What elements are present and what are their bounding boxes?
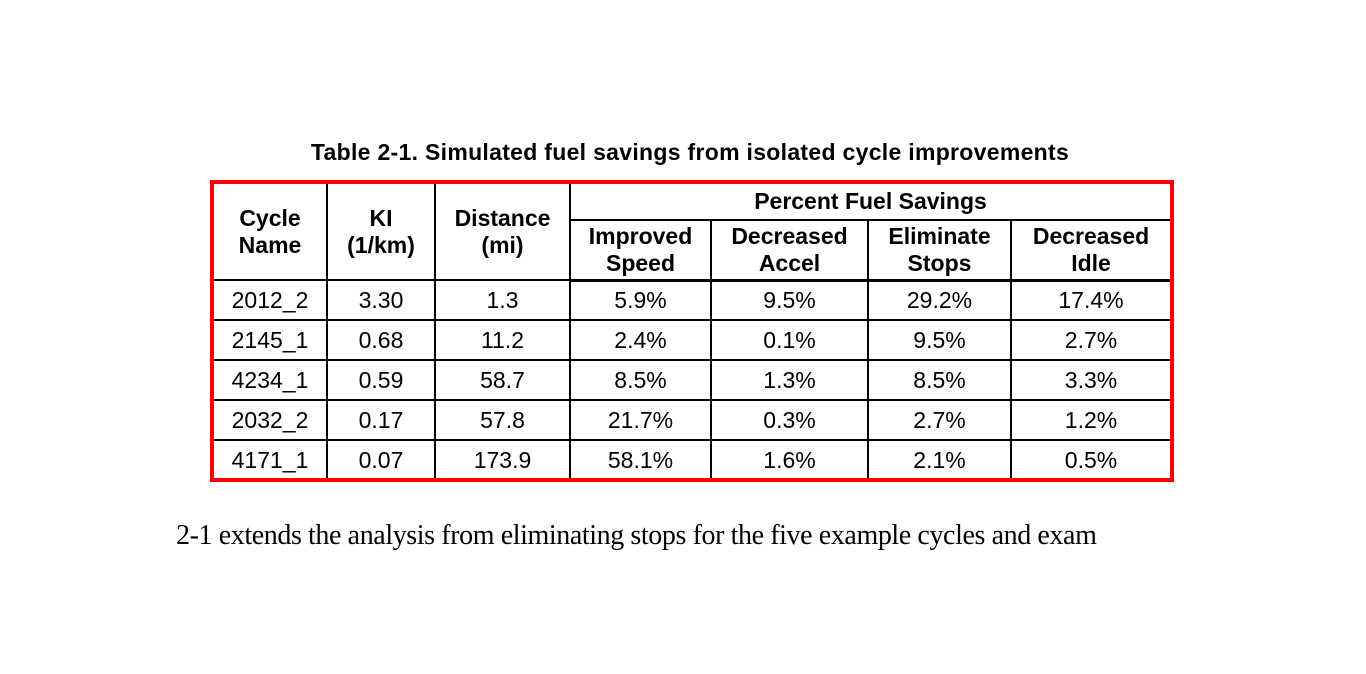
column-header-cycle-name: Cycle Name <box>211 181 328 281</box>
cell-ki: 0.07 <box>326 439 436 481</box>
cell-eliminate-stops: 9.5% <box>867 319 1012 361</box>
cell-distance: 58.7 <box>434 359 571 401</box>
column-header-improved-speed: Improved Speed <box>569 219 712 282</box>
table-row: 2145_1 0.68 11.2 2.4% 0.1% 9.5% 2.7% <box>211 319 1174 361</box>
cell-eliminate-stops: 2.1% <box>867 439 1012 481</box>
column-header-decreased-idle: Decreased Idle <box>1009 219 1174 282</box>
cell-cycle-name: 4171_1 <box>211 439 328 481</box>
column-header-ki: KI (1/km) <box>326 181 436 281</box>
cell-ki: 3.30 <box>326 279 436 321</box>
column-header-distance: Distance (mi) <box>434 181 571 281</box>
cell-improved-speed: 5.9% <box>569 279 712 321</box>
cell-ki: 0.59 <box>326 359 436 401</box>
cell-ki: 0.68 <box>326 319 436 361</box>
table-row: 2032_2 0.17 57.8 21.7% 0.3% 2.7% 1.2% <box>211 399 1174 441</box>
cell-decreased-idle: 1.2% <box>1009 399 1174 441</box>
cell-eliminate-stops: 29.2% <box>867 279 1012 321</box>
table-caption-title: Table 2-1. Simulated fuel savings from i… <box>310 139 1070 165</box>
cell-ki: 0.17 <box>326 399 436 441</box>
body-paragraph-line: 2-1 extends the analysis from eliminatin… <box>176 520 1097 551</box>
cell-cycle-name: 2032_2 <box>211 399 328 441</box>
cell-decreased-accel: 1.3% <box>710 359 869 401</box>
cell-distance: 1.3 <box>434 279 571 321</box>
column-header-eliminate-stops: Eliminate Stops <box>867 219 1012 282</box>
cell-decreased-accel: 0.3% <box>710 399 869 441</box>
cell-decreased-idle: 0.5% <box>1009 439 1174 481</box>
table-row: 4234_1 0.59 58.7 8.5% 1.3% 8.5% 3.3% <box>211 359 1174 401</box>
cell-distance: 57.8 <box>434 399 571 441</box>
cell-cycle-name: 2145_1 <box>211 319 328 361</box>
cell-improved-speed: 2.4% <box>569 319 712 361</box>
cell-decreased-accel: 0.1% <box>710 319 869 361</box>
fuel-savings-table: Cycle Name KI (1/km) Distance (mi) Perce… <box>210 180 1175 482</box>
cell-improved-speed: 8.5% <box>569 359 712 401</box>
cell-decreased-accel: 9.5% <box>710 279 869 321</box>
cell-improved-speed: 21.7% <box>569 399 712 441</box>
cell-decreased-accel: 1.6% <box>710 439 869 481</box>
group-header-percent-fuel-savings: Percent Fuel Savings <box>568 181 1174 221</box>
cell-cycle-name: 4234_1 <box>211 359 328 401</box>
cell-decreased-idle: 2.7% <box>1009 319 1174 361</box>
cell-cycle-name: 2012_2 <box>211 279 328 321</box>
cell-decreased-idle: 17.4% <box>1009 279 1174 321</box>
column-header-decreased-accel: Decreased Accel <box>710 219 869 282</box>
cell-distance: 11.2 <box>434 319 571 361</box>
cell-eliminate-stops: 2.7% <box>867 399 1012 441</box>
table-row: 2012_2 3.30 1.3 5.9% 9.5% 29.2% 17.4% <box>211 279 1174 321</box>
cell-eliminate-stops: 8.5% <box>867 359 1012 401</box>
table-row: 4171_1 0.07 173.9 58.1% 1.6% 2.1% 0.5% <box>211 439 1174 481</box>
cell-distance: 173.9 <box>434 439 571 481</box>
cell-improved-speed: 58.1% <box>569 439 712 481</box>
cell-decreased-idle: 3.3% <box>1009 359 1174 401</box>
